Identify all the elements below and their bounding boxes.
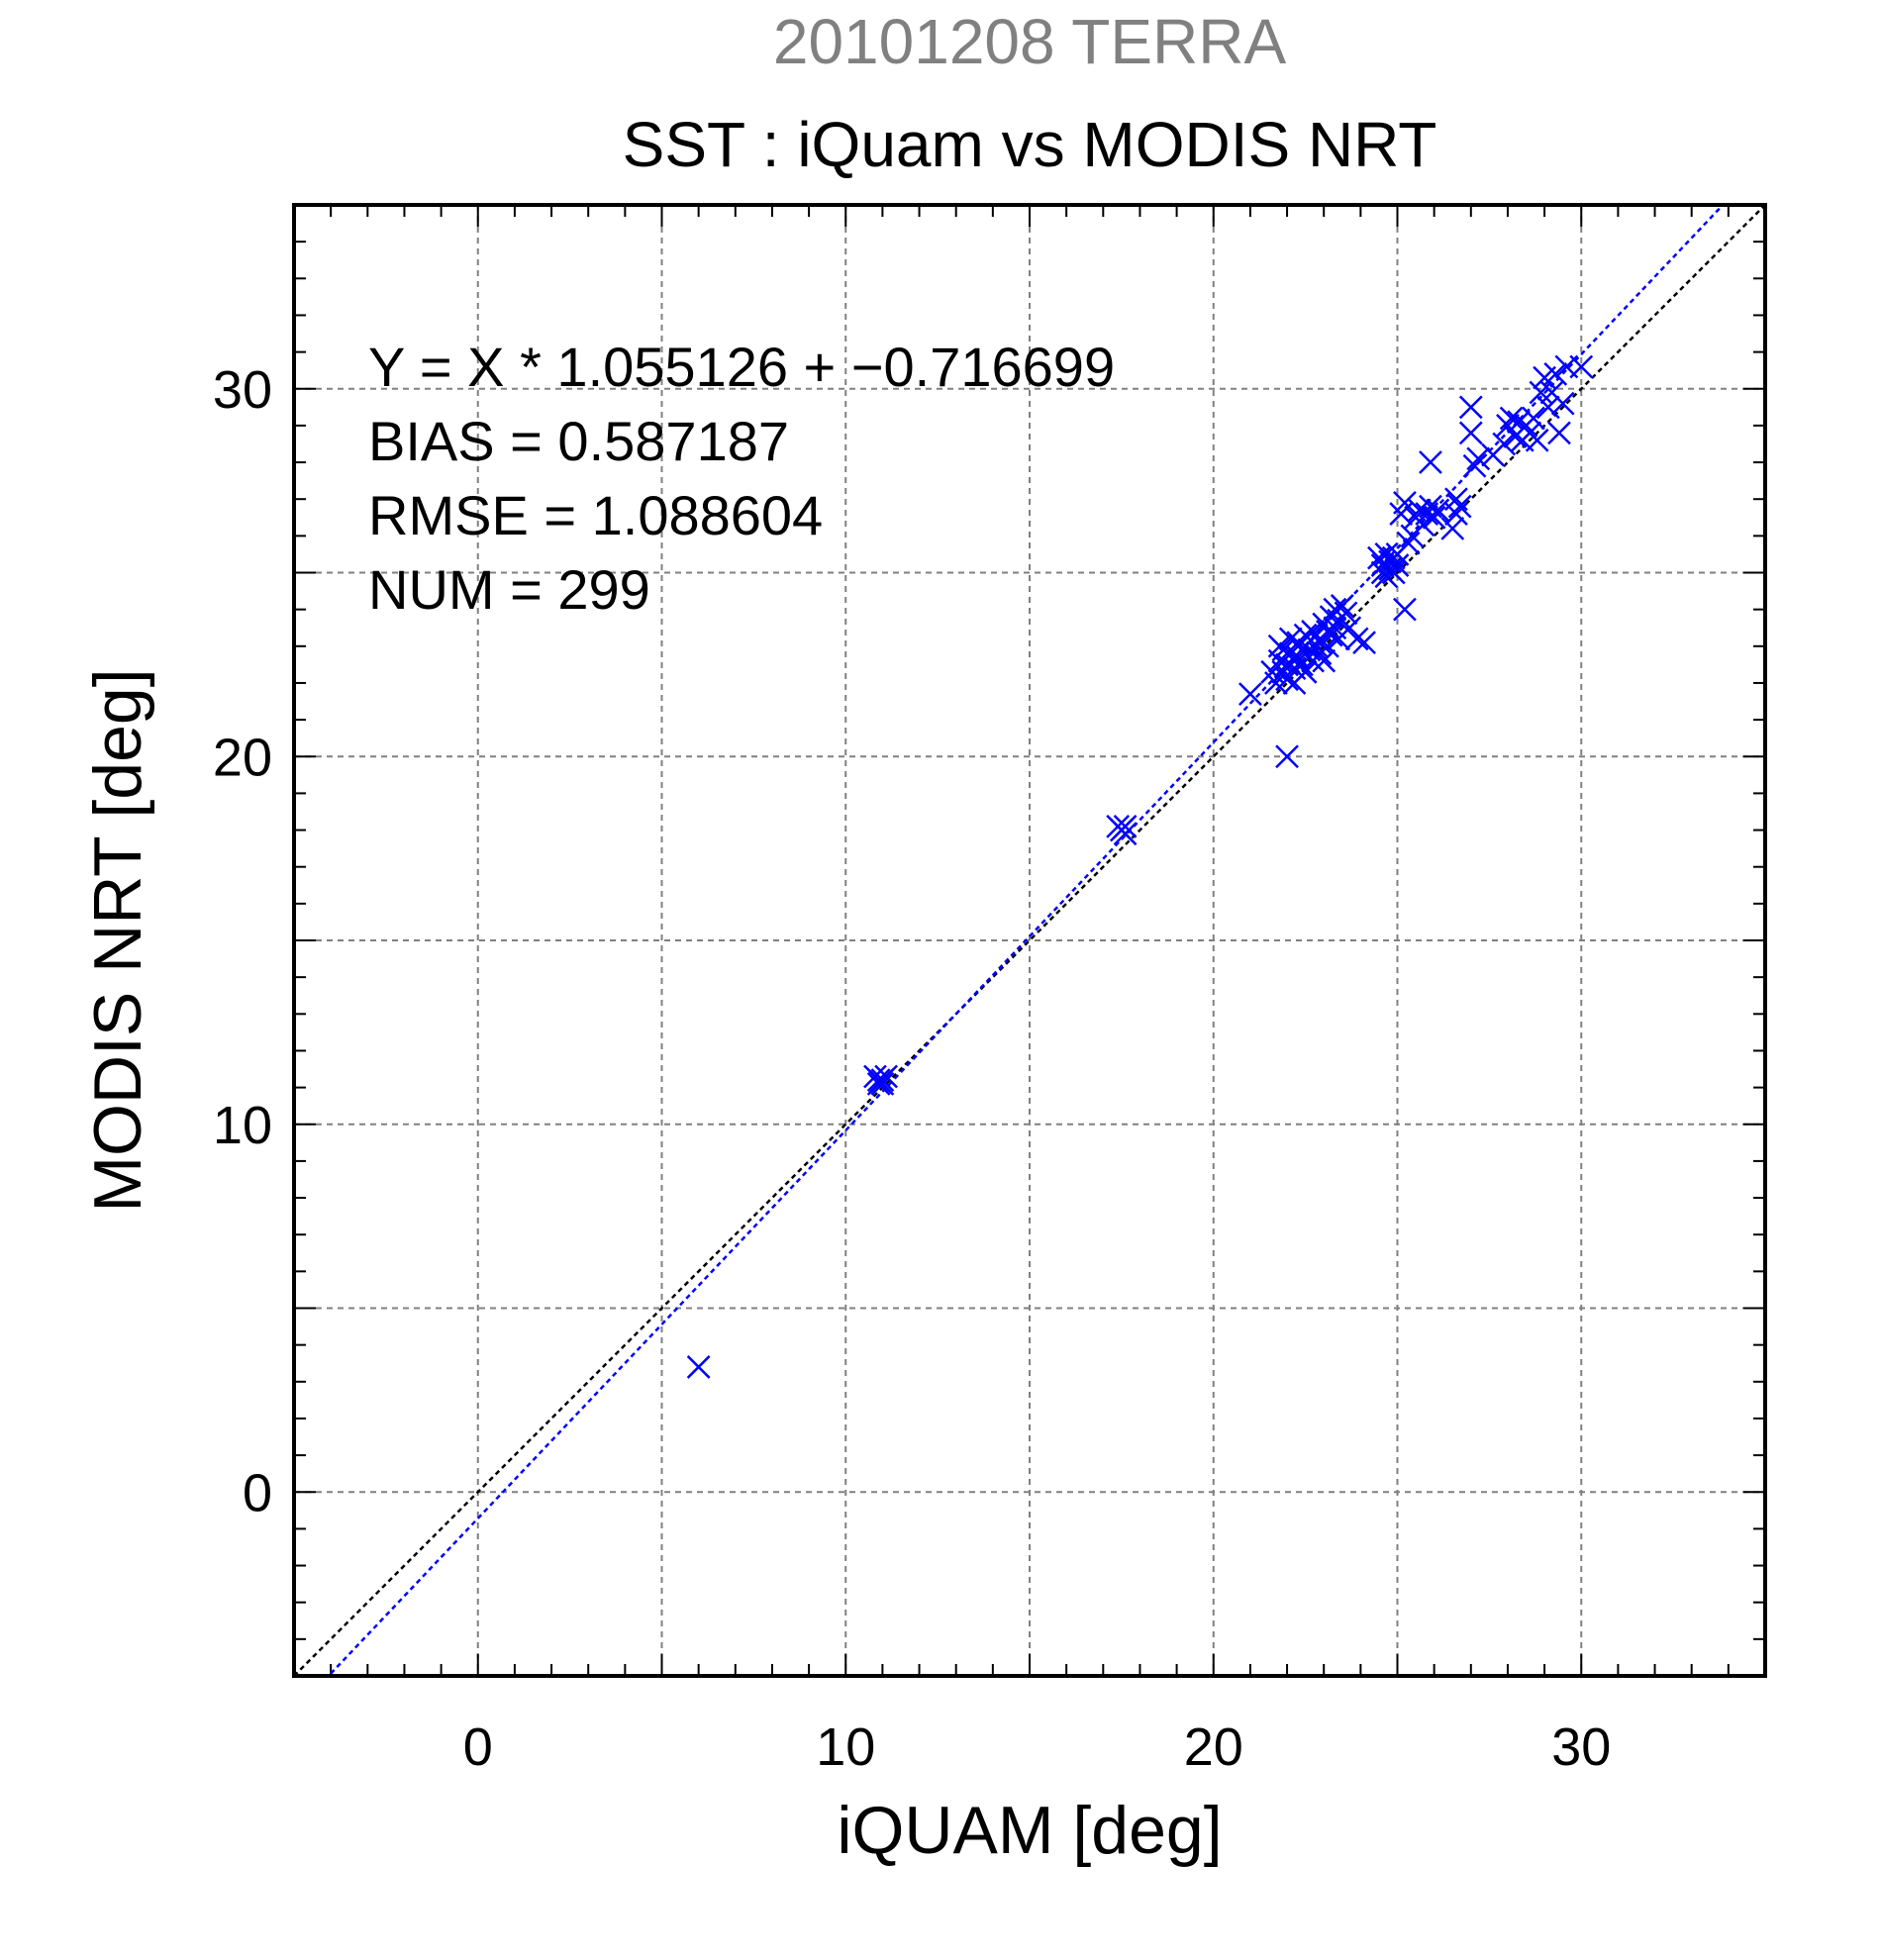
data-point [1569,354,1594,379]
x-tick-labels: 0 10 20 30 [463,1717,1612,1777]
plot-frame [292,203,1767,1678]
data-point [1419,450,1442,474]
data-point [1529,380,1553,405]
data-point [1293,659,1318,684]
grid [294,205,1765,1676]
scatter-points [686,354,1594,1379]
data-point [1447,494,1472,519]
data-point [1422,505,1446,530]
data-point [1462,453,1487,478]
data-point [1385,553,1410,577]
chart-title: SST : iQuam vs MODIS NRT [623,109,1437,180]
data-point [1330,594,1354,618]
data-point [1458,395,1483,420]
data-point [1543,362,1568,386]
data-point [1444,487,1468,512]
x-tick-label: 10 [816,1717,875,1777]
data-point [1393,491,1417,515]
data-point [1535,395,1560,420]
data-point [1550,391,1575,416]
y-tick-label: 10 [213,1096,272,1155]
data-point [1238,682,1262,706]
x-axis-label: iQUAM [deg] [837,1793,1222,1868]
data-point [870,1072,895,1096]
data-point [1319,623,1343,647]
bias-value: BIAS = 0.587187 [368,410,789,472]
data-point [1547,421,1571,445]
x-tick-label: 20 [1184,1717,1243,1777]
data-point [1396,531,1421,555]
data-point [686,1355,711,1379]
stats-annotations: Y = X * 1.055126 + −0.716699 BIAS = 0.58… [368,336,1115,621]
data-point [1393,597,1417,622]
data-point [1522,406,1545,431]
x-tick-label: 30 [1551,1717,1611,1777]
x-tick-label: 0 [463,1717,493,1777]
data-point [1458,421,1483,445]
data-point [1275,744,1299,769]
data-point [1334,601,1358,626]
data-point [1352,631,1376,654]
y-tick-label: 30 [213,360,272,420]
data-point [1499,406,1524,431]
data-point [1492,432,1517,456]
chart-supertitle: 20101208 TERRA [773,6,1287,77]
data-point [1113,814,1138,838]
data-point [1271,637,1296,662]
y-axis-label: MODIS NRT [deg] [80,668,155,1212]
rmse-value: RMSE = 1.088604 [368,484,823,546]
data-point [1426,498,1450,523]
data-point [1440,517,1465,540]
data-point [1312,648,1336,673]
regression-equation: Y = X * 1.055126 + −0.716699 [368,336,1115,398]
y-tick-label: 0 [243,1463,272,1522]
data-point [1344,627,1369,651]
y-tick-label: 20 [213,728,272,787]
y-tick-labels: 0 10 20 30 [213,360,272,1523]
data-point [1525,428,1549,452]
data-point [1466,446,1491,471]
data-point [870,1068,895,1093]
num-value: NUM = 299 [368,558,650,621]
